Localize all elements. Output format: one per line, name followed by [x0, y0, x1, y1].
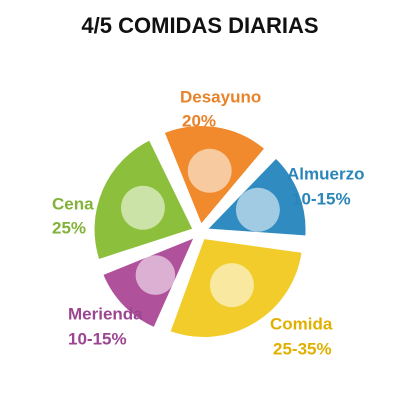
segment-name: Cena: [52, 194, 94, 213]
segment-name: Desayuno: [180, 87, 261, 106]
segment-name: Comida: [270, 314, 333, 333]
segment-name: Merienda: [68, 304, 143, 323]
segment-share: 20%: [182, 111, 216, 130]
food-illustration: [209, 263, 254, 308]
segment-name: Almuerzo: [287, 164, 364, 183]
segment-share: 10-15%: [68, 329, 127, 348]
food-illustration: [135, 255, 176, 295]
segment-share: 10-15%: [292, 189, 351, 208]
food-illustration: [235, 187, 280, 232]
segment-share: 25%: [52, 218, 86, 237]
title: 4/5 COMIDAS DIARIAS: [81, 13, 318, 38]
segment-share: 25-35%: [273, 339, 332, 358]
plate: [92, 124, 308, 339]
food-illustration: [120, 185, 165, 230]
food-illustration: [187, 148, 232, 193]
